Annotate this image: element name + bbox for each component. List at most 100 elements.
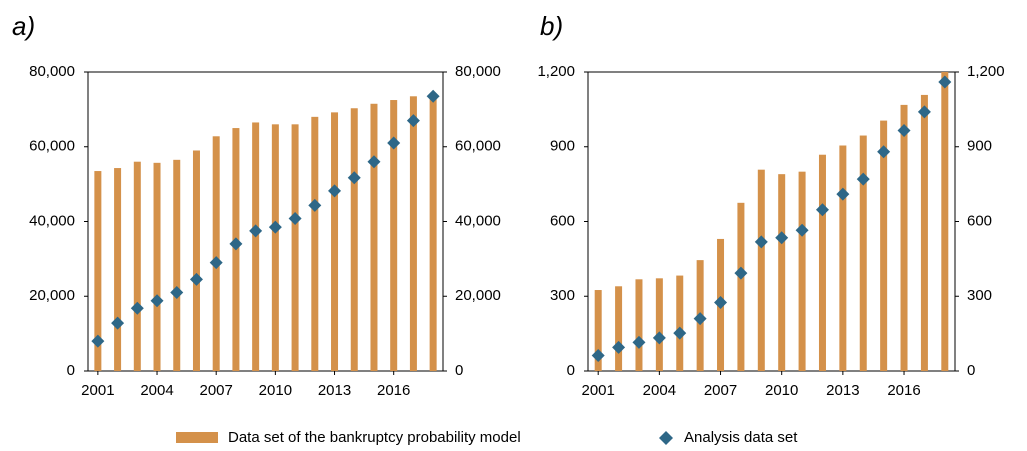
marker [426, 89, 440, 103]
marker [189, 272, 203, 286]
marker [754, 235, 768, 249]
marker [877, 145, 891, 159]
marker [308, 198, 322, 212]
y2-tick-label: 40,000 [455, 212, 501, 229]
y-tick-label: 40,000 [29, 212, 75, 229]
bar [173, 159, 181, 371]
x-tick-label: 2010 [765, 382, 798, 399]
marker [387, 136, 401, 150]
bar [941, 72, 949, 371]
bar [212, 136, 220, 371]
marker [897, 124, 911, 138]
bar [757, 169, 765, 371]
marker [288, 212, 302, 226]
legend-label: Analysis data set [684, 429, 798, 446]
bar [331, 112, 339, 372]
marker [632, 335, 646, 349]
x-tick-label: 2013 [318, 382, 351, 399]
x-tick-label: 2016 [887, 382, 920, 399]
marker [734, 266, 748, 280]
bar [655, 278, 663, 371]
bar [350, 108, 358, 371]
y-tick-label: 0 [567, 362, 575, 379]
legend-label: Data set of the bankruptcy probability m… [228, 429, 521, 446]
marker [367, 155, 381, 169]
y2-tick-label: 60,000 [455, 138, 501, 155]
marker [150, 294, 164, 308]
marker [111, 316, 125, 330]
bar [859, 135, 867, 371]
bar [615, 286, 623, 371]
y2-tick-label: 0 [967, 362, 975, 379]
marker [209, 256, 223, 270]
x-tick-label: 2004 [643, 382, 676, 399]
y-tick-label: 60,000 [29, 138, 75, 155]
chart-title: a) [12, 11, 35, 41]
bar [370, 103, 378, 372]
y2-tick-label: 1,200 [967, 63, 1005, 80]
marker [170, 286, 184, 300]
marker [693, 312, 707, 326]
marker [91, 334, 105, 348]
marker [775, 231, 789, 245]
y2-tick-label: 900 [967, 138, 992, 155]
plot-frame [587, 71, 956, 372]
marker [328, 184, 342, 198]
bar [271, 124, 279, 371]
bar [839, 145, 847, 371]
y2-tick-label: 600 [967, 212, 992, 229]
legend-swatch [176, 432, 218, 443]
y-tick-label: 80,000 [29, 63, 75, 80]
marker [130, 301, 144, 315]
x-tick-label: 2010 [259, 382, 292, 399]
x-tick-label: 2001 [81, 382, 114, 399]
bar [291, 124, 299, 371]
marker [652, 331, 666, 345]
marker [591, 349, 605, 363]
marker [249, 224, 263, 238]
bar [311, 116, 319, 371]
bar [192, 150, 200, 371]
bar [429, 94, 437, 372]
bar [900, 104, 908, 371]
bar [676, 275, 684, 371]
y-tick-label: 600 [550, 212, 575, 229]
bar [635, 279, 643, 371]
y2-tick-label: 80,000 [455, 63, 501, 80]
x-tick-label: 2004 [140, 382, 173, 399]
bar [133, 161, 141, 371]
marker [815, 203, 829, 217]
y2-tick-label: 20,000 [455, 287, 501, 304]
bar [153, 162, 161, 371]
marker [714, 295, 728, 309]
marker [612, 340, 626, 354]
y-tick-label: 1,200 [537, 63, 575, 80]
y-tick-label: 900 [550, 138, 575, 155]
y2-tick-label: 300 [967, 287, 992, 304]
marker [917, 105, 931, 119]
marker [938, 75, 952, 89]
x-tick-label: 2007 [704, 382, 737, 399]
plot-frame [87, 71, 444, 372]
y-tick-label: 0 [67, 362, 75, 379]
bar [920, 94, 928, 371]
y-tick-label: 20,000 [29, 287, 75, 304]
bar [778, 174, 786, 371]
marker [229, 237, 243, 251]
marker [406, 114, 420, 128]
bar [390, 100, 398, 371]
bar [818, 154, 826, 371]
marker [856, 172, 870, 186]
x-tick-label: 2013 [826, 382, 859, 399]
chart-title: b) [540, 11, 563, 41]
marker [836, 187, 850, 201]
y2-tick-label: 0 [455, 362, 463, 379]
bar [114, 168, 122, 371]
y-tick-label: 300 [550, 287, 575, 304]
bar [409, 96, 417, 371]
bar [94, 171, 102, 371]
bar [252, 122, 260, 371]
x-tick-label: 2001 [582, 382, 615, 399]
marker [673, 326, 687, 340]
